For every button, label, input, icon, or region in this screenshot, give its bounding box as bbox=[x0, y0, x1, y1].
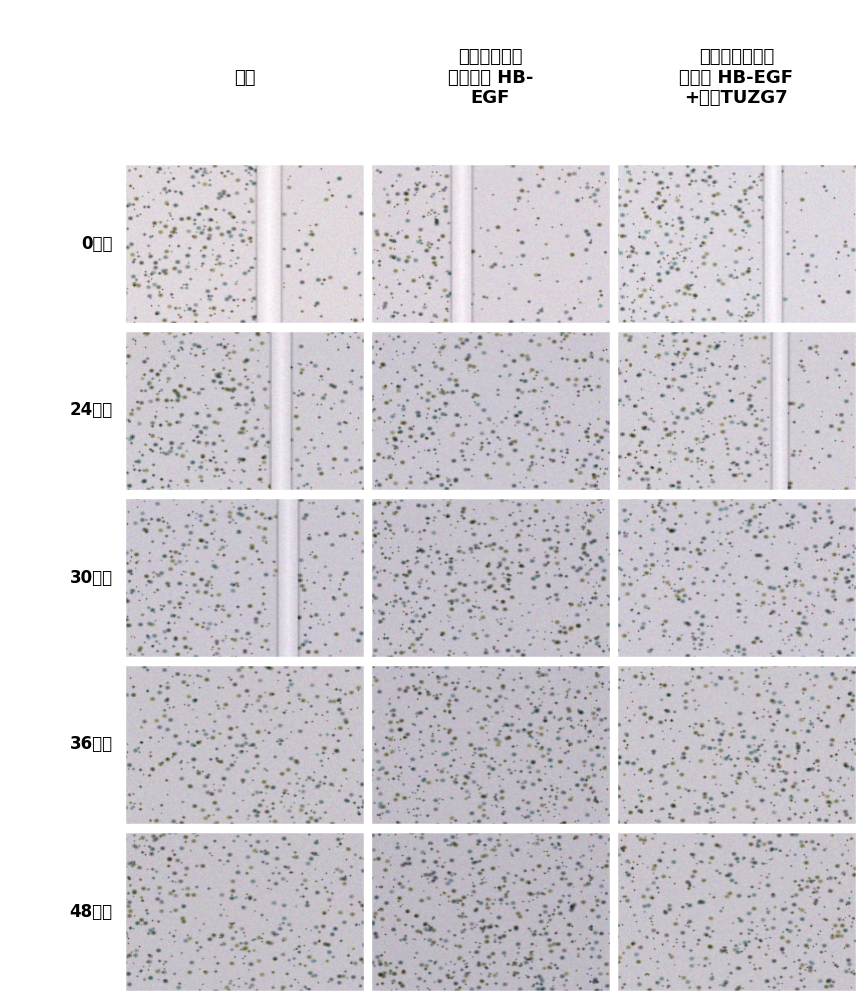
Text: 肝素结合表皮生
长因子 HB-EGF
+多肽TUZG7: 肝素结合表皮生 长因子 HB-EGF +多肽TUZG7 bbox=[680, 48, 793, 107]
Text: 0小时: 0小时 bbox=[82, 234, 113, 252]
Text: 30小时: 30小时 bbox=[69, 568, 113, 586]
Text: 48小时: 48小时 bbox=[69, 902, 113, 920]
Text: 36小时: 36小时 bbox=[69, 735, 113, 754]
Text: 肝素结合表皮
生长因子 HB-
EGF: 肝素结合表皮 生长因子 HB- EGF bbox=[448, 48, 533, 107]
Text: 对照: 对照 bbox=[233, 68, 255, 87]
Text: 24小时: 24小时 bbox=[69, 401, 113, 420]
